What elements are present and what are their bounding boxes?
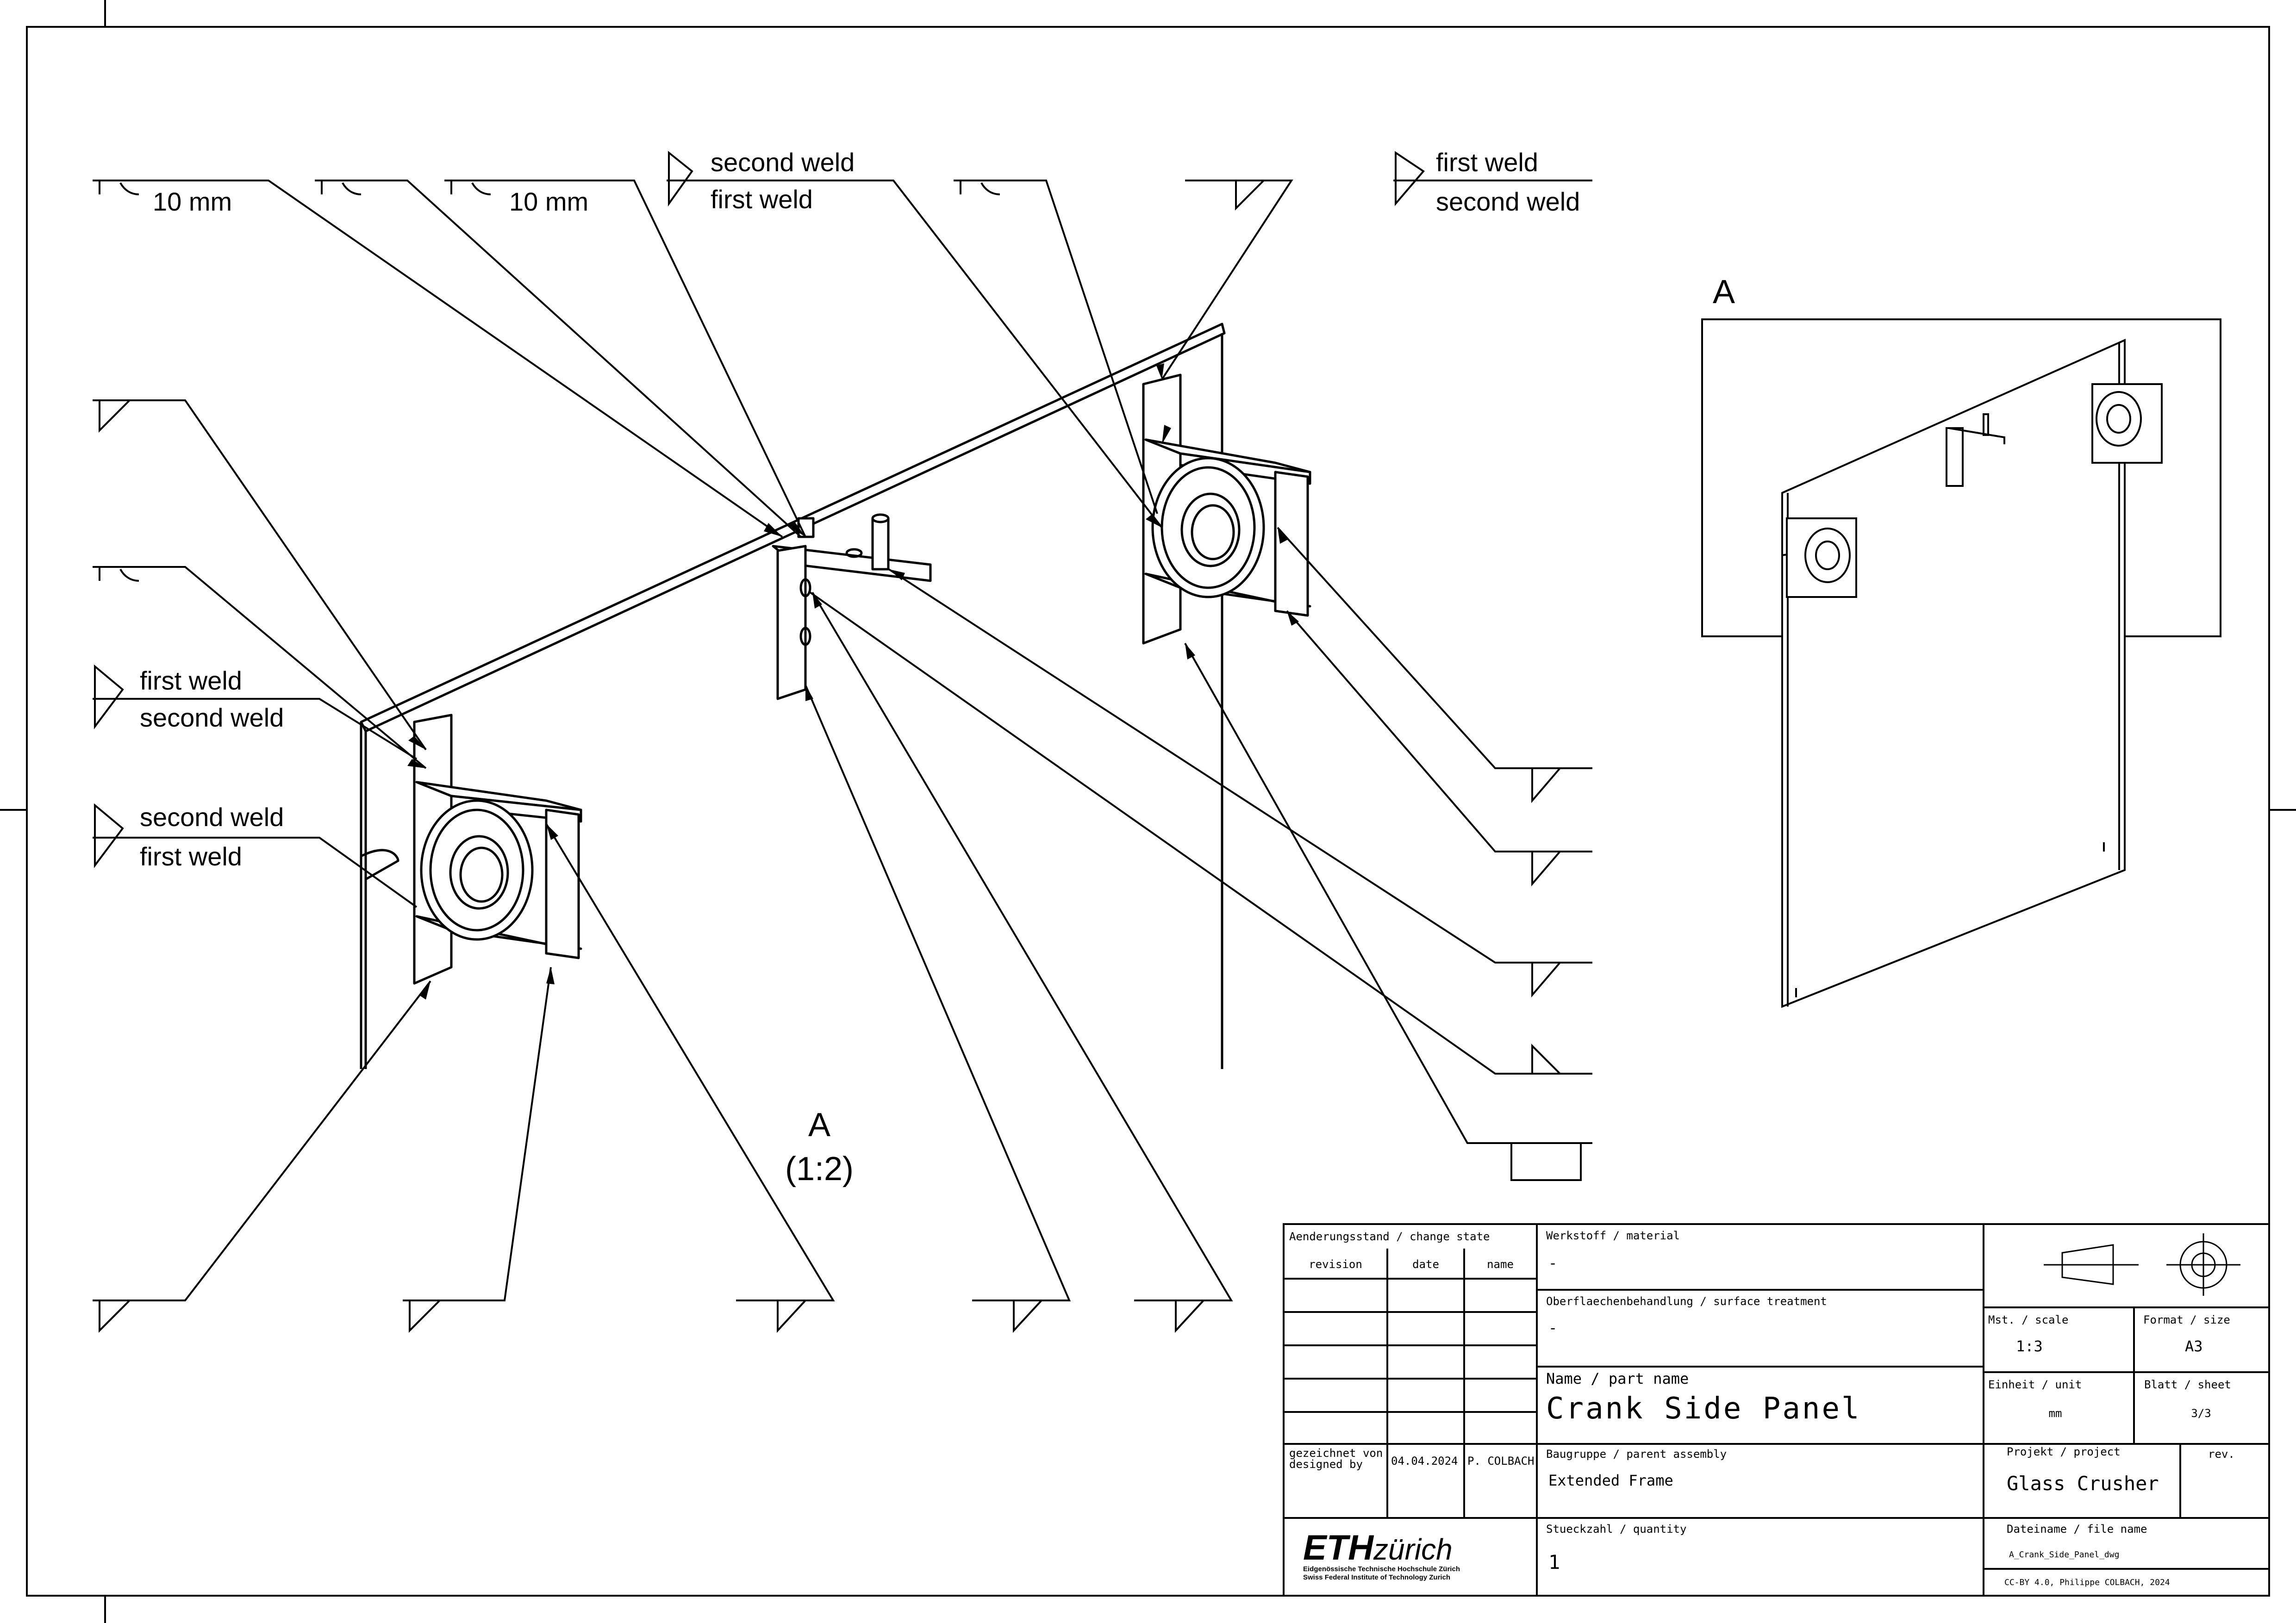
- designed-by-label: gezeichnet von: [1289, 1447, 1383, 1460]
- weld-order-label: second weld: [1436, 187, 1580, 216]
- bearing-block-right: [1142, 373, 1311, 645]
- weld-order-label: second weld: [140, 703, 284, 732]
- overview-label: A: [1713, 274, 1735, 311]
- project-label: Projekt / project: [2007, 1445, 2121, 1458]
- designer-name: P. COLBACH: [1467, 1455, 1535, 1468]
- bracket-middle: [772, 513, 932, 700]
- unit-label: Einheit / unit: [1988, 1378, 2082, 1391]
- weld-size-label: 10 mm: [509, 187, 588, 216]
- assembly-label: Baugruppe / parent assembly: [1546, 1448, 1727, 1461]
- weld-order-label: second weld: [711, 148, 855, 177]
- quantity-label: Stueckzahl / quantity: [1546, 1523, 1686, 1536]
- license-text: CC-BY 4.0, Philippe COLBACH, 2024: [2004, 1578, 2170, 1587]
- quantity-value: 1: [1548, 1551, 1560, 1573]
- weld-order-label: second weld: [140, 802, 284, 832]
- detail-label: A: [808, 1107, 830, 1144]
- sheet-label: Blatt / sheet: [2144, 1378, 2231, 1391]
- surface-value: -: [1548, 1319, 1557, 1337]
- unit-value: mm: [2049, 1407, 2062, 1420]
- panel-detail-a: [360, 323, 1311, 1069]
- filename-label: Dateiname / file name: [2007, 1523, 2147, 1536]
- format-value: A3: [2185, 1337, 2203, 1355]
- filename-value: A_Crank_Side_Panel_dwg: [2009, 1550, 2119, 1560]
- material-value: -: [1548, 1254, 1557, 1272]
- project-value: Glass Crusher: [2007, 1472, 2159, 1495]
- eth-logo: ETHzürich: [1303, 1528, 1453, 1567]
- material-label: Werkstoff / material: [1546, 1229, 1680, 1242]
- overview-bearing-left: [1786, 517, 1857, 598]
- column-revision: revision: [1309, 1258, 1362, 1271]
- overview-bearing-right: [2091, 383, 2163, 464]
- designed-by-label: designed by: [1289, 1458, 1363, 1471]
- surface-label: Oberflaechenbehandlung / surface treatme…: [1546, 1295, 1827, 1308]
- title-block-texts: Aenderungsstand / change state revision …: [1289, 1229, 2235, 1587]
- eth-logo-subtitle: Swiss Federal Institute of Technology Zu…: [1303, 1573, 1450, 1581]
- format-label: Format / size: [2143, 1313, 2230, 1326]
- weld-order-label: first weld: [140, 842, 242, 871]
- overview-bracket: [1946, 413, 2005, 487]
- bearing-block-left: [413, 714, 582, 985]
- weld-label-texts: 10 mm 10 mm second weld first weld first…: [140, 148, 1580, 871]
- weld-order-label: first weld: [140, 666, 242, 695]
- sheet-value: 3/3: [2191, 1407, 2211, 1420]
- design-date: 04.04.2024: [1391, 1455, 1458, 1468]
- weld-leaders: [93, 150, 1592, 1333]
- weld-order-label: first weld: [1436, 148, 1538, 177]
- overview-view: [1701, 318, 2221, 1008]
- leader-arrowheads: [407, 363, 1299, 1000]
- projection-symbol-icon: [2044, 1233, 2240, 1296]
- rev-label: rev.: [2208, 1448, 2235, 1461]
- part-name-value: Crank Side Panel: [1546, 1392, 1861, 1426]
- detail-scale: (1:2): [785, 1150, 854, 1188]
- scale-value: 1:3: [2016, 1337, 2043, 1355]
- column-name: name: [1487, 1258, 1514, 1271]
- assembly-value: Extended Frame: [1548, 1472, 1673, 1489]
- change-state-header: Aenderungsstand / change state: [1289, 1230, 1490, 1243]
- title-block: [1283, 1223, 2270, 1597]
- part-name-label: Name / part name: [1546, 1370, 1689, 1387]
- weld-size-label: 10 mm: [153, 187, 232, 216]
- weld-order-label: first weld: [711, 185, 813, 214]
- column-date: date: [1412, 1258, 1439, 1271]
- scale-label: Mst. / scale: [1988, 1313, 2068, 1326]
- eth-logo-subtitle: Eidgenössische Technische Hochschule Zür…: [1303, 1565, 1460, 1573]
